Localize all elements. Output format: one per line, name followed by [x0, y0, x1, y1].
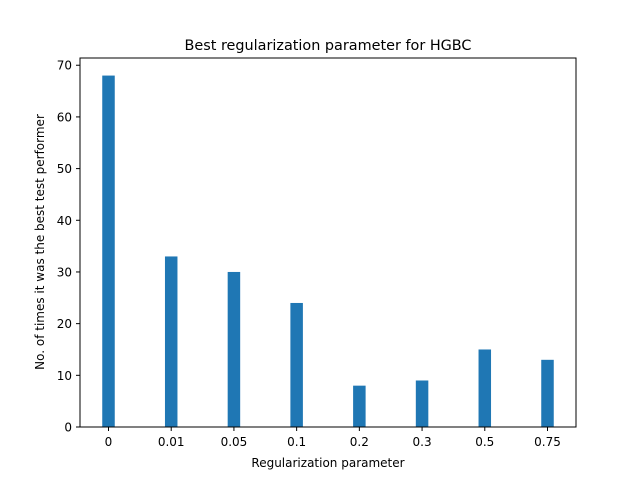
chart-title: Best regularization parameter for HGBC	[185, 38, 472, 54]
x-axis-label: Regularization parameter	[251, 456, 404, 470]
y-axis-label: No. of times it was the best test perfor…	[33, 114, 47, 370]
bar-0.2	[353, 385, 366, 427]
bar-0.01	[164, 256, 178, 427]
plot-frame	[79, 57, 577, 428]
y-axis: 0 10 20 30 40 50 60 70	[57, 59, 80, 435]
x-tick-label: 0.05	[221, 435, 248, 449]
x-tick-label: 0.75	[534, 435, 561, 449]
y-tick-label: 40	[57, 214, 72, 228]
x-tick-label: 0.01	[158, 435, 185, 449]
x-tick-label: 0.2	[350, 435, 369, 449]
y-tick-label: 60	[57, 110, 72, 124]
y-tick-label: 50	[57, 162, 72, 176]
bar-0.05	[227, 271, 241, 427]
bar-0.5	[478, 349, 492, 427]
x-axis: 0 0.01 0.05 0.1 0.2 0.3 0.5 0.75	[105, 427, 561, 449]
y-tick-label: 0	[64, 421, 72, 435]
x-tick-label: 0	[105, 435, 113, 449]
y-tick-label: 70	[57, 59, 72, 73]
y-tick-label: 10	[57, 369, 72, 383]
x-tick-label: 0.5	[475, 435, 494, 449]
bars-group	[102, 75, 554, 428]
y-tick-label: 30	[57, 265, 72, 279]
bar-0.1	[290, 302, 303, 427]
bar-0.3	[415, 380, 429, 427]
x-tick-label: 0.3	[413, 435, 432, 449]
bar-0.75	[541, 359, 554, 427]
x-tick-label: 0.1	[287, 435, 306, 449]
bar-0	[102, 75, 115, 428]
y-tick-label: 20	[57, 317, 72, 331]
